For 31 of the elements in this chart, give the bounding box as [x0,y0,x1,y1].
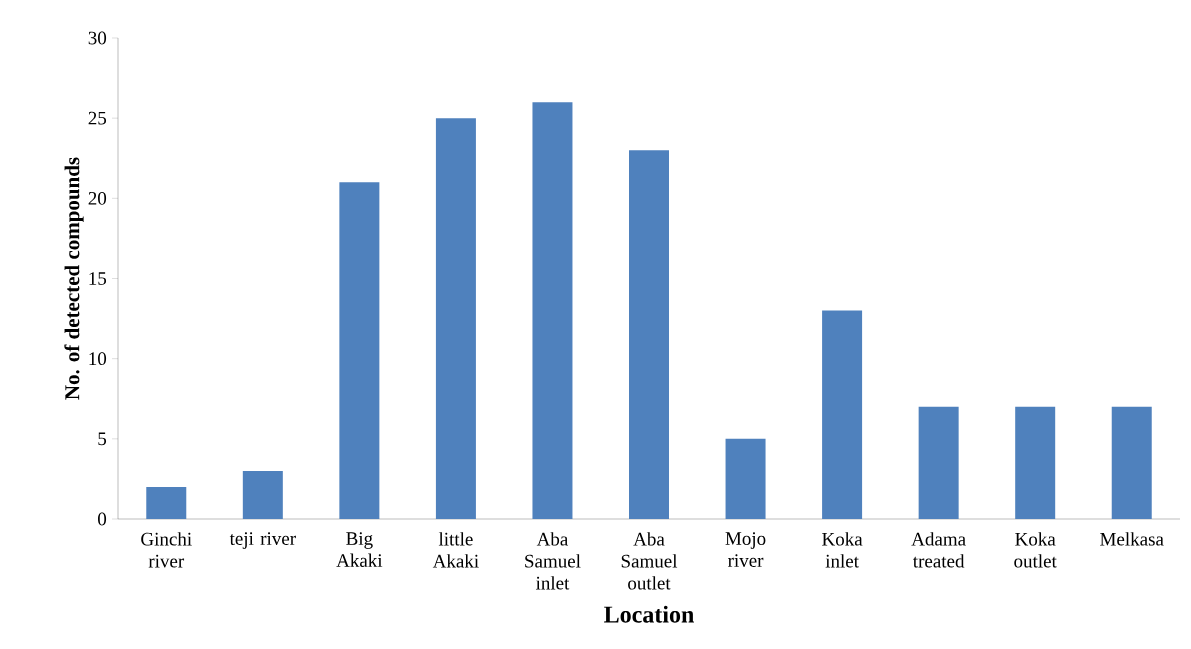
bar [146,486,187,519]
bar [629,150,670,519]
bar [918,406,959,519]
y-tick-label: 25 [88,111,107,125]
x-tick-label: Adama treated [911,532,966,568]
x-tick-label: Koka outlet [1014,532,1057,568]
bar [822,310,863,519]
bar [242,470,283,519]
x-tick-label: little Akaki [432,532,479,568]
x-tick-label: Mojo river [725,532,766,567]
y-tick-label: 20 [88,191,107,205]
bar [435,118,476,519]
x-tick-label: Aba Samuel outlet [621,532,678,590]
x-tick-label: teji river [229,532,296,549]
x-tick-label: Big Akaki [336,532,383,567]
y-tick-label: 10 [89,352,107,366]
bar [1015,406,1056,519]
y-axis-title: No. of detected compounds [64,157,84,400]
bar [339,182,380,519]
bar [1111,406,1152,519]
x-tick-label: Melkasa [1100,532,1164,546]
x-tick-label: Ginchi river [141,532,192,568]
y-tick-label: 15 [89,272,107,285]
bar [532,102,573,519]
y-tick-label: 5 [98,432,107,446]
y-tick-label: 30 [88,31,107,45]
x-tick-label: Aba Samuel inlet [525,532,581,590]
x-axis-title: Location [604,605,694,623]
x-tick-label: Koka inlet [822,532,863,568]
bar [725,438,766,519]
y-tick-label: 0 [98,512,107,526]
